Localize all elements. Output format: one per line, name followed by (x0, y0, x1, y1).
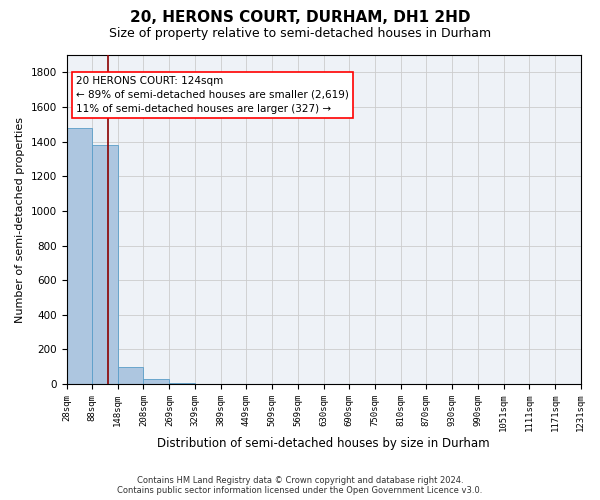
Text: Contains HM Land Registry data © Crown copyright and database right 2024.
Contai: Contains HM Land Registry data © Crown c… (118, 476, 482, 495)
X-axis label: Distribution of semi-detached houses by size in Durham: Distribution of semi-detached houses by … (157, 437, 490, 450)
Text: Size of property relative to semi-detached houses in Durham: Size of property relative to semi-detach… (109, 28, 491, 40)
Bar (118, 367, 143, 384)
Text: 20, HERONS COURT, DURHAM, DH1 2HD: 20, HERONS COURT, DURHAM, DH1 2HD (130, 10, 470, 25)
Bar (169, 383, 195, 384)
Text: 20 HERONS COURT: 124sqm
← 89% of semi-detached houses are smaller (2,619)
11% of: 20 HERONS COURT: 124sqm ← 89% of semi-de… (76, 76, 349, 114)
Bar (67, 128, 92, 384)
Bar (143, 379, 169, 384)
Bar (92, 145, 118, 384)
Y-axis label: Number of semi-detached properties: Number of semi-detached properties (15, 116, 25, 322)
